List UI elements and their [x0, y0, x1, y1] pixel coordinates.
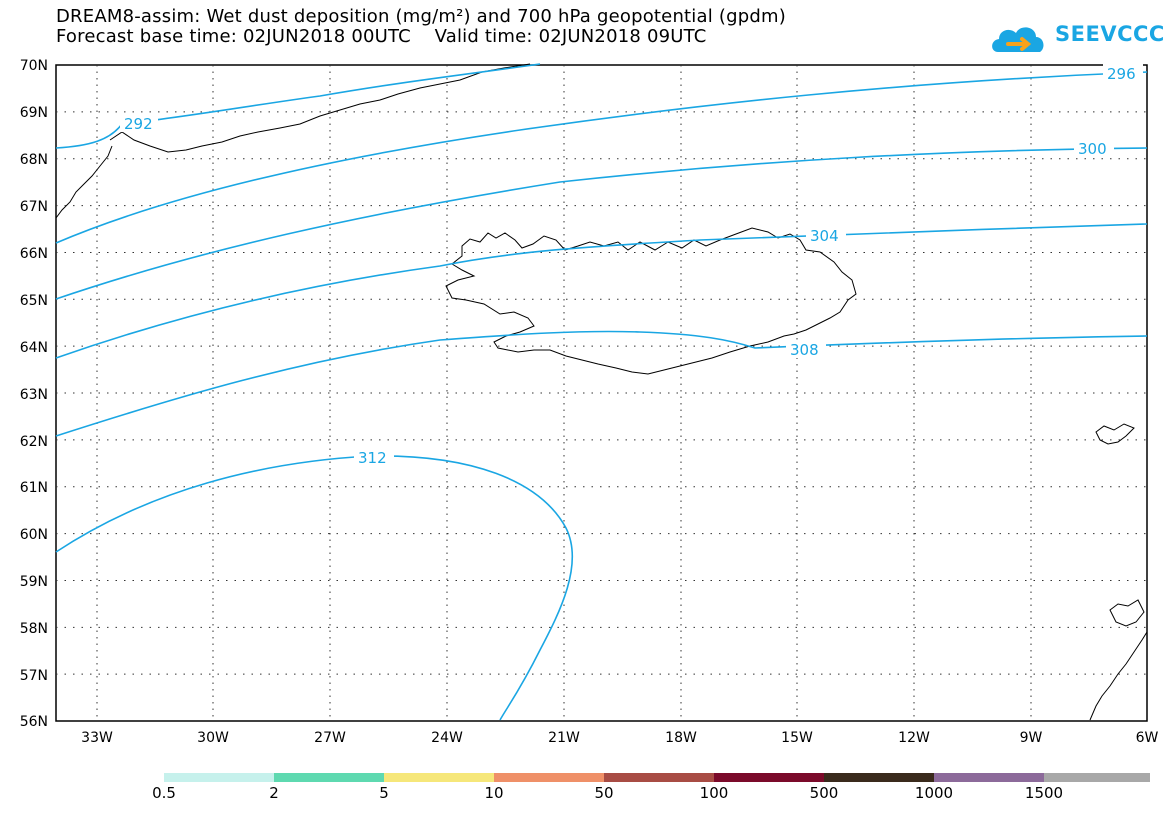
colorbar-segment — [274, 773, 384, 782]
contour-label: 312 — [358, 449, 387, 467]
contour-label: 300 — [1078, 140, 1107, 158]
lon-label: 33W — [81, 730, 113, 746]
colorbar-label: 1000 — [914, 784, 954, 802]
lat-label: 67N — [20, 199, 48, 215]
lon-label: 27W — [314, 730, 346, 746]
lat-label: 56N — [20, 714, 48, 730]
contour-label: 308 — [790, 341, 819, 359]
lat-label: 65N — [20, 293, 48, 309]
lat-label: 63N — [20, 387, 48, 403]
colorbar-label: 500 — [809, 784, 839, 802]
colorbar-label: 10 — [484, 784, 504, 802]
forecast-times: Forecast base time: 02JUN2018 00UTC Vali… — [56, 26, 707, 47]
geopotential-contours — [55, 63, 1148, 721]
lon-label: 9W — [1020, 730, 1043, 746]
logo-text: SEEVCCC — [1055, 22, 1165, 46]
graticule — [56, 65, 1147, 721]
faroe-islands — [1095, 423, 1135, 445]
lon-label: 24W — [431, 730, 463, 746]
lon-label: 12W — [898, 730, 930, 746]
colorbar-segment — [604, 773, 714, 782]
cloud-logo-icon — [992, 27, 1044, 52]
colorbar-segment — [934, 773, 1044, 782]
shetland-islands — [1109, 599, 1145, 627]
lat-label: 68N — [20, 152, 48, 168]
colorbar-label: 0.5 — [152, 784, 176, 802]
colorbar-segment — [494, 773, 604, 782]
scotland-coastline — [1089, 631, 1148, 721]
lat-label: 60N — [20, 527, 48, 543]
contour-296 — [55, 71, 1148, 244]
contour-label: 296 — [1107, 65, 1136, 83]
contour-304 — [55, 223, 1148, 359]
colorbar-label: 2 — [269, 784, 279, 802]
colorbar-segment — [164, 773, 274, 782]
colorbar-segment — [824, 773, 934, 782]
contour-label: 304 — [810, 227, 839, 245]
lon-label: 6W — [1136, 730, 1159, 746]
contour-labels: 292 296 300 304 308 312 — [120, 64, 1143, 467]
contour-312 — [55, 455, 574, 721]
greenland-coastline-west — [55, 145, 113, 219]
map-title: DREAM8-assim: Wet dust deposition (mg/m²… — [56, 6, 786, 27]
colorbar-segment — [714, 773, 824, 782]
contour-308 — [55, 330, 1148, 437]
contour-label: 292 — [124, 115, 153, 133]
colorbar-label: 1500 — [1024, 784, 1064, 802]
coastlines — [55, 63, 1148, 721]
colorbar-label: 5 — [379, 784, 389, 802]
colorbar-label: 100 — [699, 784, 729, 802]
iceland-coastline — [445, 227, 857, 375]
contour-292 — [55, 63, 541, 149]
lat-label: 64N — [20, 340, 48, 356]
lat-label: 69N — [20, 105, 48, 121]
lat-label: 70N — [20, 58, 48, 74]
lon-label: 18W — [665, 730, 697, 746]
colorbar-segment — [384, 773, 494, 782]
greenland-coastline — [109, 63, 531, 153]
colorbar-segment — [1044, 773, 1150, 782]
contour-300 — [55, 147, 1148, 300]
latitude-labels: 70N 69N 68N 67N 66N 65N 64N 63N 62N 61N … — [20, 58, 48, 730]
lat-label: 57N — [20, 668, 48, 684]
longitude-labels: 33W 30W 27W 24W 21W 18W 15W 12W 9W 6W — [81, 730, 1158, 746]
lat-label: 59N — [20, 574, 48, 590]
lon-label: 21W — [548, 730, 580, 746]
lat-label: 58N — [20, 621, 48, 637]
lat-label: 62N — [20, 434, 48, 450]
lat-label: 66N — [20, 246, 48, 262]
lon-label: 15W — [781, 730, 813, 746]
colorbar-label: 50 — [594, 784, 614, 802]
lat-label: 61N — [20, 480, 48, 496]
lon-label: 30W — [197, 730, 229, 746]
